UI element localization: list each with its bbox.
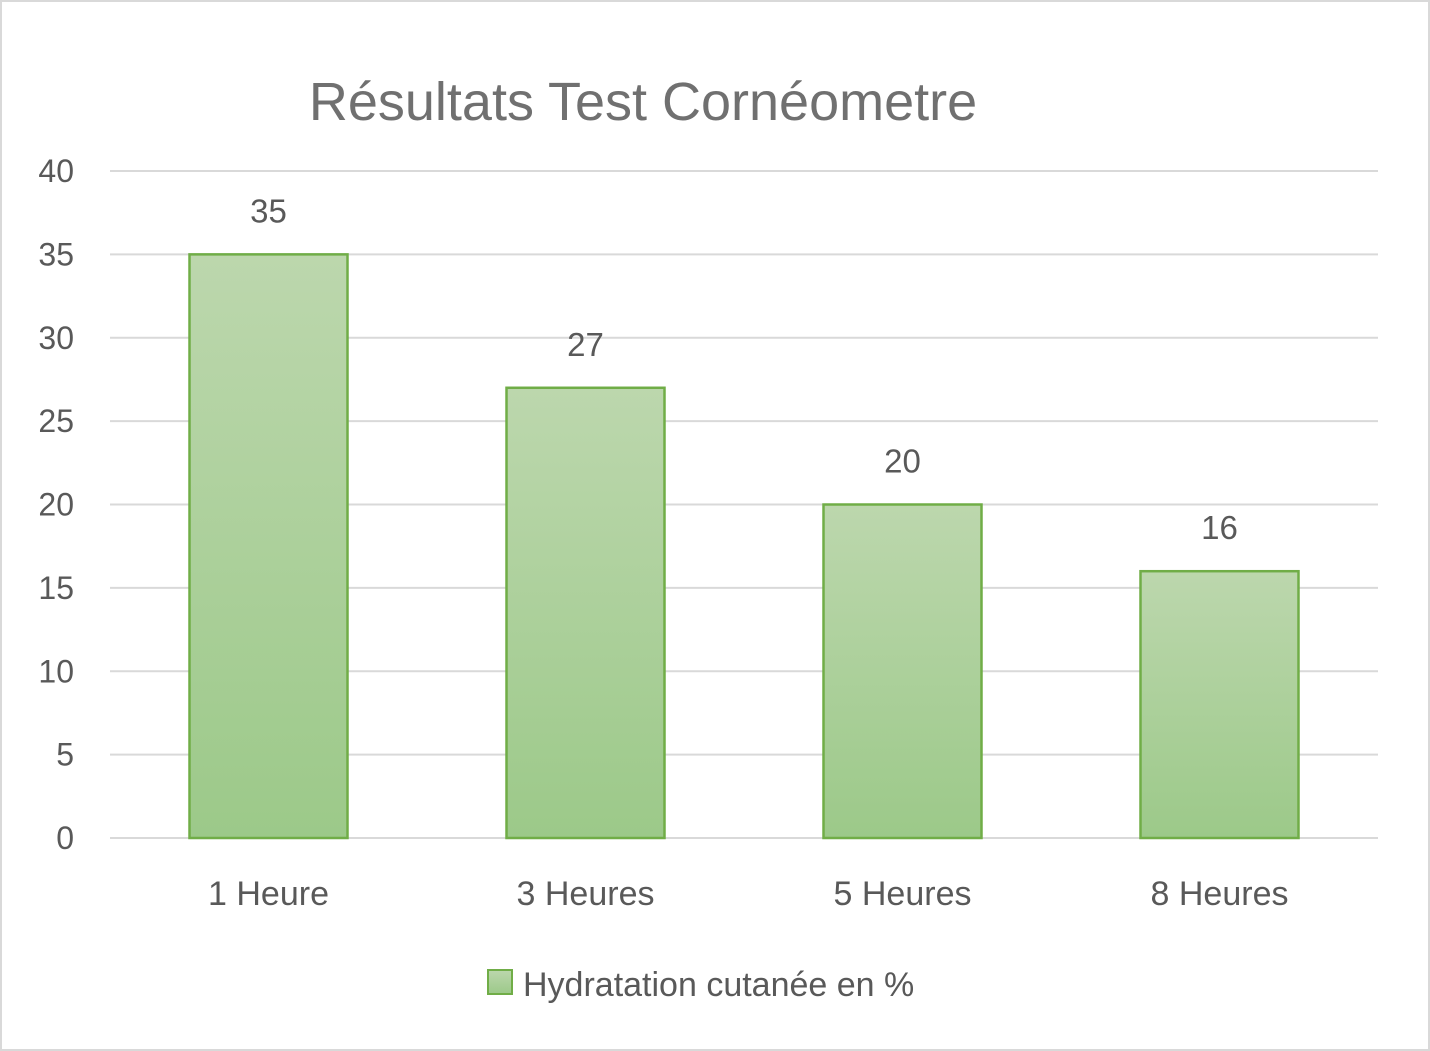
- bar: [1139, 569, 1300, 840]
- y-tick-label: 5: [56, 737, 74, 773]
- bar: [188, 253, 349, 840]
- bars: [188, 253, 1300, 840]
- y-tick-label: 25: [38, 403, 74, 439]
- data-label: 35: [250, 192, 287, 229]
- data-label: 27: [567, 326, 604, 363]
- x-category-label: 3 Heures: [517, 875, 655, 913]
- data-labels: 35 27 20 16: [250, 192, 1238, 546]
- x-category-label: 1 Heure: [208, 875, 329, 913]
- y-tick-label: 10: [38, 653, 74, 689]
- data-label: 16: [1201, 509, 1238, 546]
- bar: [822, 503, 983, 840]
- data-label: 20: [884, 443, 921, 480]
- legend: Hydratation cutanée en %: [487, 966, 914, 1004]
- legend-swatch: [487, 969, 513, 995]
- chart-title: Résultats Test Cornéometre: [309, 72, 977, 132]
- y-tick-label: 40: [38, 153, 74, 189]
- x-category-label: 5 Heures: [834, 875, 972, 913]
- legend-label: Hydratation cutanée en %: [523, 966, 914, 1004]
- y-tick-label: 15: [38, 570, 74, 606]
- bar: [505, 386, 666, 840]
- y-axis-ticks: 0 5 10 15 20 25 30 35 40: [38, 153, 74, 856]
- x-category-label: 8 Heures: [1151, 875, 1289, 913]
- x-axis-categories: 1 Heure 3 Heures 5 Heures 8 Heures: [208, 875, 1288, 913]
- y-tick-label: 35: [38, 236, 74, 272]
- y-tick-label: 0: [56, 820, 74, 856]
- y-tick-label: 20: [38, 487, 74, 523]
- y-tick-label: 30: [38, 320, 74, 356]
